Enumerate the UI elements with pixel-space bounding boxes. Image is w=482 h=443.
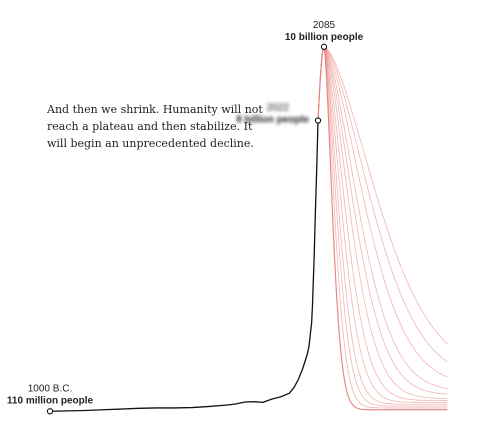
projection-line [317,46,448,378]
history-line [49,120,319,412]
point-year-label: 1000 B.C. [28,383,72,394]
history-line-group [49,120,319,412]
projection-lines [317,45,448,411]
point-value-label: 8 billion people [236,115,309,126]
narrative-text: And then we shrink. Humanity will not re… [47,103,263,150]
point-marker [46,408,54,415]
point-value-label: 10 billion people [285,32,364,43]
point-markers [46,43,328,415]
point-year-label: 2085 [313,20,336,31]
point-value-label: 110 million people [7,395,94,406]
point-marker [314,117,322,124]
point-marker [320,43,328,50]
point-year-label: 2022 [267,103,290,114]
